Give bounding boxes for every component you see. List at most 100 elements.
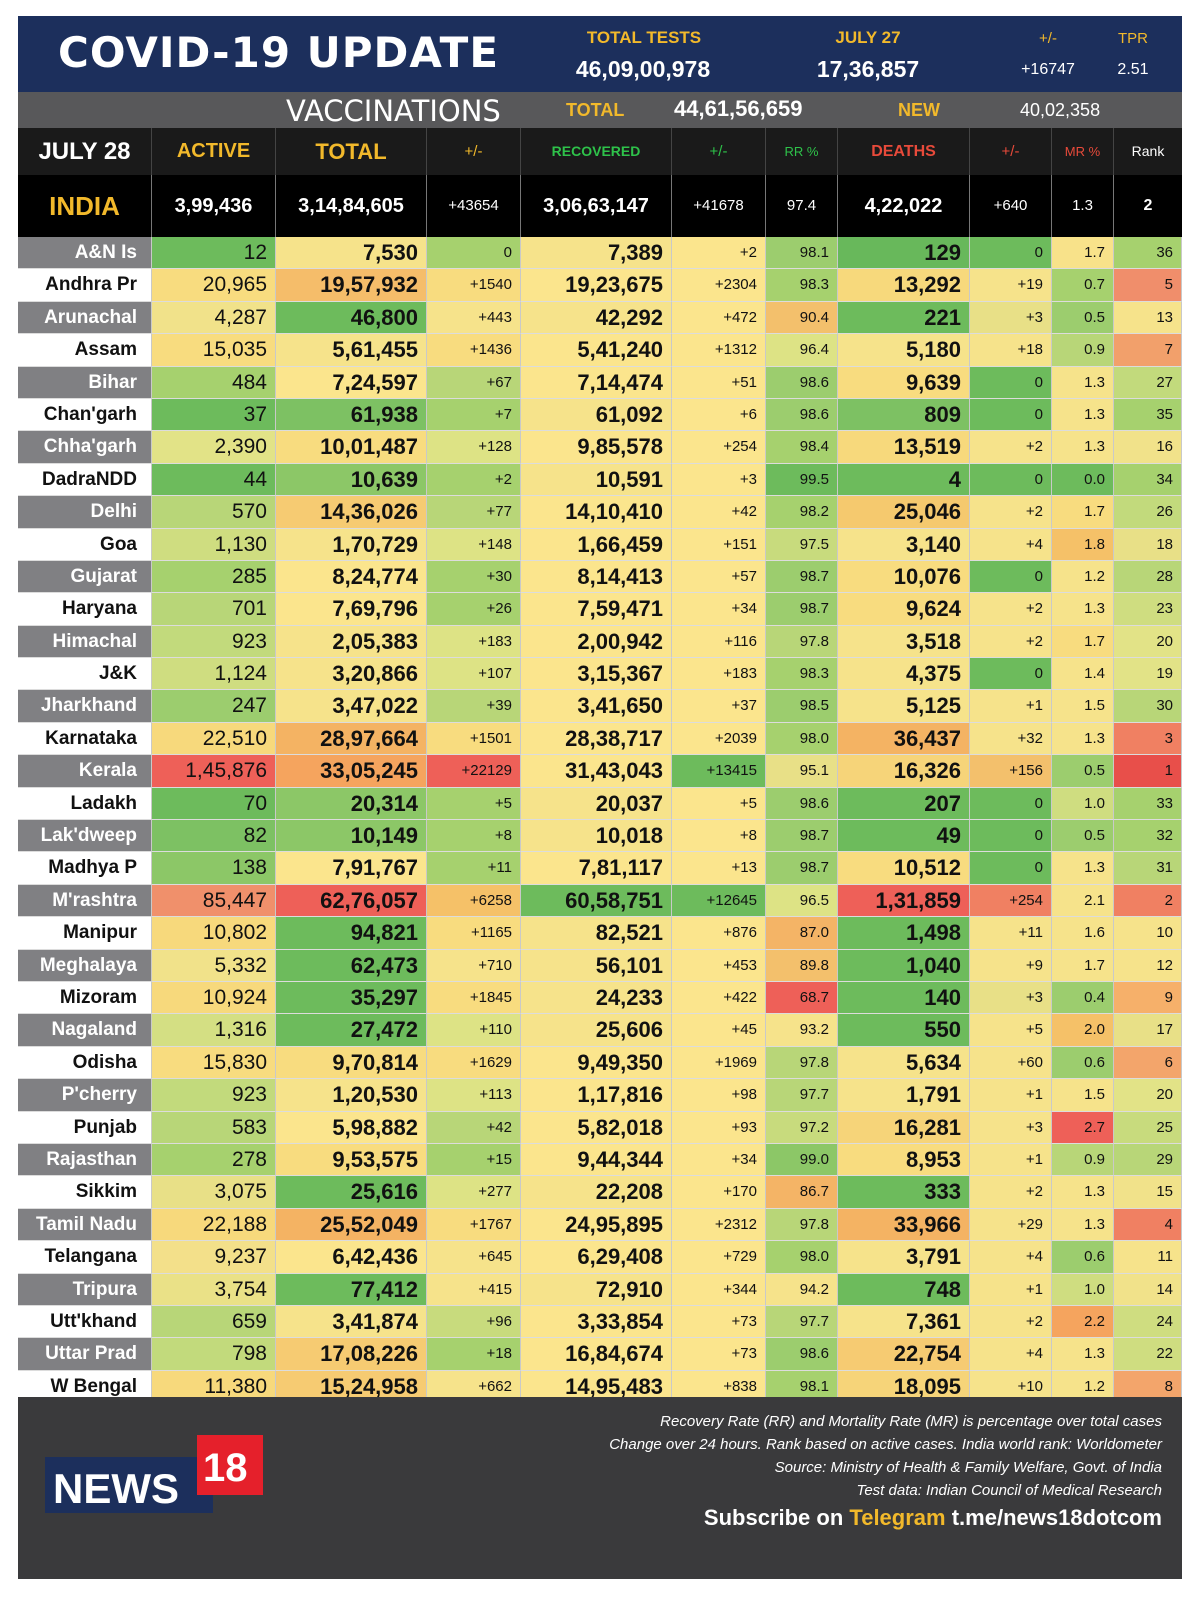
state-recovered: 7,14,474	[521, 366, 672, 399]
logo-news-text: NEWS	[53, 1465, 179, 1512]
telegram-link[interactable]: t.me/news18dotcom	[951, 1505, 1162, 1530]
state-total-change: +415	[427, 1273, 521, 1306]
state-recovered: 7,59,471	[521, 593, 672, 626]
state-deaths: 140	[838, 981, 970, 1015]
covid-update-sheet: COVID-19 UPDATE TOTAL TESTS 46,09,00,978…	[18, 16, 1182, 1579]
state-total: 7,91,767	[276, 852, 427, 885]
state-rr: 99.5	[766, 463, 838, 497]
table-row: M'rashtra 85,447 62,76,057 +6258 60,58,751 +1…	[18, 884, 1182, 918]
table-row: DadraNDD 44 10,639 +2 10,591 +3 99.5 4 0 0.0 34	[18, 463, 1182, 497]
state-total: 33,05,245	[276, 755, 427, 788]
table-row: Tripura 3,754 77,412 +415 72,910 +344 94.2 748 +…	[18, 1273, 1182, 1306]
state-recovered: 42,292	[521, 301, 672, 335]
vaccinations-title: VACCINATIONS	[286, 94, 501, 128]
state-deaths: 3,140	[838, 528, 970, 561]
state-rec-change: +1969	[672, 1046, 766, 1080]
state-active: 82	[152, 820, 276, 853]
state-rr: 87.0	[766, 917, 838, 950]
state-total-change: +7	[427, 398, 521, 432]
state-rr: 68.7	[766, 981, 838, 1015]
state-rank: 30	[1114, 690, 1182, 723]
state-rec-change: +170	[672, 1176, 766, 1209]
table-row: Arunachal 4,287 46,800 +443 42,292 +472 90.4 22…	[18, 301, 1182, 335]
state-name: Tamil Nadu	[18, 1208, 152, 1242]
state-rank: 11	[1114, 1241, 1182, 1274]
state-total-change: +443	[427, 301, 521, 335]
col-recovered: RECOVERED	[521, 128, 672, 175]
state-rr: 96.4	[766, 334, 838, 367]
state-deaths: 809	[838, 398, 970, 432]
state-active: 3,075	[152, 1176, 276, 1209]
footnote-test-data: Test data: Indian Council of Medical Res…	[856, 1482, 1162, 1499]
state-mr: 1.7	[1052, 237, 1114, 270]
state-rr: 98.2	[766, 496, 838, 529]
state-total: 62,76,057	[276, 884, 427, 918]
state-name: Meghalaya	[18, 949, 152, 982]
state-recovered: 2,00,942	[521, 625, 672, 659]
state-recovered: 5,41,240	[521, 334, 672, 367]
state-death-change: +18	[970, 334, 1052, 367]
state-name: J&K	[18, 658, 152, 691]
state-total-change: 0	[427, 237, 521, 270]
state-rec-change: +472	[672, 301, 766, 335]
state-rec-change: +73	[672, 1338, 766, 1371]
state-rank: 29	[1114, 1143, 1182, 1177]
state-recovered: 1,66,459	[521, 528, 672, 561]
state-deaths: 5,180	[838, 334, 970, 367]
state-death-change: +254	[970, 884, 1052, 918]
state-recovered: 9,49,350	[521, 1046, 672, 1080]
state-rr: 97.2	[766, 1111, 838, 1144]
state-rr: 98.7	[766, 560, 838, 594]
change-label: +/-	[1039, 30, 1057, 47]
state-active: 583	[152, 1111, 276, 1144]
state-active: 701	[152, 593, 276, 626]
table-row: Uttar Prad 798 17,08,226 +18 16,84,674 +73 98.…	[18, 1338, 1182, 1371]
state-rank: 6	[1114, 1046, 1182, 1080]
state-rec-change: +183	[672, 658, 766, 691]
state-name: Goa	[18, 528, 152, 561]
state-death-change: +2	[970, 1305, 1052, 1339]
state-deaths: 5,125	[838, 690, 970, 723]
state-active: 138	[152, 852, 276, 885]
state-rr: 86.7	[766, 1176, 838, 1209]
state-active: 22,188	[152, 1208, 276, 1242]
state-rank: 36	[1114, 237, 1182, 270]
india-name: INDIA	[18, 175, 152, 237]
state-rank: 9	[1114, 981, 1182, 1015]
state-recovered: 20,037	[521, 787, 672, 821]
india-recovered: 3,06,63,147	[521, 175, 672, 237]
state-rr: 97.8	[766, 625, 838, 659]
state-mr: 0.6	[1052, 1046, 1114, 1080]
table-row: J&K 1,124 3,20,866 +107 3,15,367 +183 98.3 4,37…	[18, 658, 1182, 691]
state-total-change: +113	[427, 1079, 521, 1112]
state-rank: 4	[1114, 1208, 1182, 1242]
state-name: Assam	[18, 334, 152, 367]
state-total-change: +11	[427, 852, 521, 885]
news18-logo: NEWS 18	[45, 1435, 263, 1513]
state-rank: 27	[1114, 366, 1182, 399]
state-recovered: 28,38,717	[521, 722, 672, 756]
state-total-change: +77	[427, 496, 521, 529]
state-rank: 19	[1114, 658, 1182, 691]
state-mr: 1.3	[1052, 1338, 1114, 1371]
state-recovered: 72,910	[521, 1273, 672, 1306]
state-death-change: 0	[970, 398, 1052, 432]
state-rr: 98.6	[766, 398, 838, 432]
state-recovered: 22,208	[521, 1176, 672, 1209]
state-death-change: 0	[970, 658, 1052, 691]
state-rank: 7	[1114, 334, 1182, 367]
state-deaths: 333	[838, 1176, 970, 1209]
state-total: 27,472	[276, 1014, 427, 1047]
state-mr: 1.3	[1052, 366, 1114, 399]
table-row: A&N Is 12 7,530 0 7,389 +2 98.1 129 0 1.7 36	[18, 237, 1182, 270]
state-total-change: +6258	[427, 884, 521, 918]
state-rr: 99.0	[766, 1143, 838, 1177]
state-total-change: +1436	[427, 334, 521, 367]
col-rr: RR %	[766, 128, 838, 175]
state-total: 9,70,814	[276, 1046, 427, 1080]
state-rr: 98.3	[766, 658, 838, 691]
state-total: 35,297	[276, 981, 427, 1015]
state-name: Andhra Pr	[18, 269, 152, 302]
vaccinations-band: VACCINATIONS TOTAL 44,61,56,659 NEW 40,0…	[18, 92, 1182, 128]
state-rank: 22	[1114, 1338, 1182, 1371]
